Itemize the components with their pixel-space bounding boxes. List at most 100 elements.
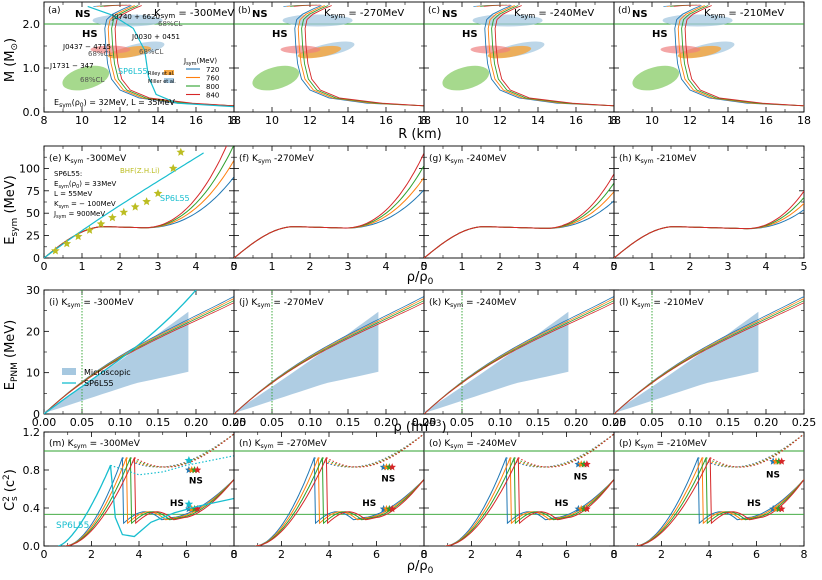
j0030-riley-region [107,45,152,59]
x-tick-label: 0.15 [716,416,741,429]
x-tick-label: 0 [41,260,48,273]
esym-curve-j800 [234,165,424,258]
mr-curve-j760 [487,5,614,107]
x-tick-label: 1 [649,260,656,273]
epnm-clip-group [424,290,614,414]
ns-curve [673,4,701,7]
cs2-ns-curve [326,433,424,468]
esym-curve-j760 [614,203,804,258]
x-tick-label: 14 [721,114,735,127]
cs2-hs-curve [65,457,234,546]
esym-xlabel: ρ/ρ0 [407,270,434,287]
ksym-label: Ksym = -300MeV [154,8,234,20]
legend-band-swatch [62,368,76,375]
star-marker [193,466,202,474]
panel-label: (j) Ksym = -270MeV [239,298,324,309]
panel-label: (e) Ksym -300MeV [49,154,127,165]
hs-label: HS [272,29,288,40]
x-tick-label: 12 [113,114,127,127]
x-tick-label: 0.00 [222,416,247,429]
x-tick-label: 8 [41,114,48,127]
legend-value: 760 [206,75,219,83]
y-tick-label: 25 [26,230,40,243]
sp-param-line: Jsym = 900MeV [53,210,105,220]
ksym-label: Ksym = -270MeV [324,8,404,20]
star-marker [51,246,60,255]
x-tick-label: 0 [611,548,618,561]
panel-label: (d) [618,6,631,16]
x-tick-label: 0.25 [412,416,437,429]
y-tick-label: 1.2 [23,426,41,439]
j0437-region [280,45,321,54]
x-tick-label: 12 [493,114,507,127]
x-tick-label: 6 [563,548,570,561]
plot-area: 8 10 12 14 16 180.01.02.0(a) Ksym = -300MeVNSH… [19,1,816,561]
cs2-ns-curve [701,433,804,468]
x-tick-label: 5 [231,260,238,273]
star-marker [85,225,94,234]
x-tick-label: 2 [468,548,475,561]
x-tick-label: 2 [687,260,694,273]
cs2-ylabel: C2s (c2) [2,469,20,511]
hs-label: HS [462,29,478,40]
sp6l55-cs2-ns-curve [110,455,234,476]
star-marker [583,504,591,513]
sp6l55-label: SP6L55 [56,521,89,531]
x-tick-label: 0.05 [70,416,95,429]
star-marker [777,457,786,465]
cs2-ns-curve [705,433,804,468]
mr-curve-j800 [681,5,804,107]
x-tick-label: 8 [611,114,618,127]
mr-curve-j720 [674,5,804,107]
star-marker [130,202,140,211]
x-tick-label: 1 [459,260,466,273]
x-tick-label: 0.05 [260,416,285,429]
star-marker [168,163,178,172]
x-tick-label: 10 [455,114,469,127]
x-tick-label: 4 [763,260,770,273]
esym-curve-j720 [424,200,614,258]
cs2-panel: 0 2 4 6 8 (o) Ksym = -240MeV NS HS [421,431,618,561]
esym-panel: 0 1 2 3 4 5 (f) Ksym -270MeV [231,145,428,273]
x-tick-label: 16 [189,114,203,127]
x-tick-label: 0.15 [336,416,361,429]
j0740-label: J0740 + 6620 [111,13,160,21]
y-tick-label: 2.0 [23,18,41,31]
x-tick-label: 0.05 [450,416,475,429]
y-tick-label: 0 [33,408,40,421]
star-marker [142,197,151,206]
cs2-hs-curve [635,457,804,546]
x-tick-label: 8 [421,114,428,127]
x-tick-label: 14 [531,114,545,127]
hs-label: HS [362,499,376,509]
esym-curve-j760 [234,177,424,258]
panel-label: (c) [428,6,440,16]
y-tick-label: 1.0 [23,62,41,75]
x-tick-label: 18 [417,114,431,127]
y-tick-label: 100 [19,162,40,175]
x-tick-label: 18 [227,114,241,127]
x-tick-label: 1 [79,260,86,273]
cs2-ns-curve [509,433,614,468]
x-tick-label: 18 [607,114,621,127]
x-tick-label: 1 [269,260,276,273]
x-tick-label: 4 [193,260,200,273]
x-tick-label: 0 [231,548,238,561]
x-tick-label: 8 [421,548,428,561]
star-marker [388,504,396,513]
mr-curve-j840 [494,5,614,107]
panel-label: (b) [238,6,251,16]
x-tick-label: 0.05 [640,416,665,429]
j0437-region [470,45,511,54]
j0437-region [660,45,701,54]
ns-label: NS [75,9,91,20]
epnm-curve [44,302,234,414]
j0437-label: J0437 − 4715 [62,43,111,51]
sp6l55-epnm-curve [44,290,197,414]
mr-clip-group [44,4,234,108]
mr-curve-j800 [301,5,424,107]
j1731-region [442,65,490,91]
x-tick-label: 0.10 [108,416,133,429]
epnm-panel: 0.00 0.05 0.10 0.15 0.20 0.25 (l) Ksym = -210M… [602,289,816,429]
